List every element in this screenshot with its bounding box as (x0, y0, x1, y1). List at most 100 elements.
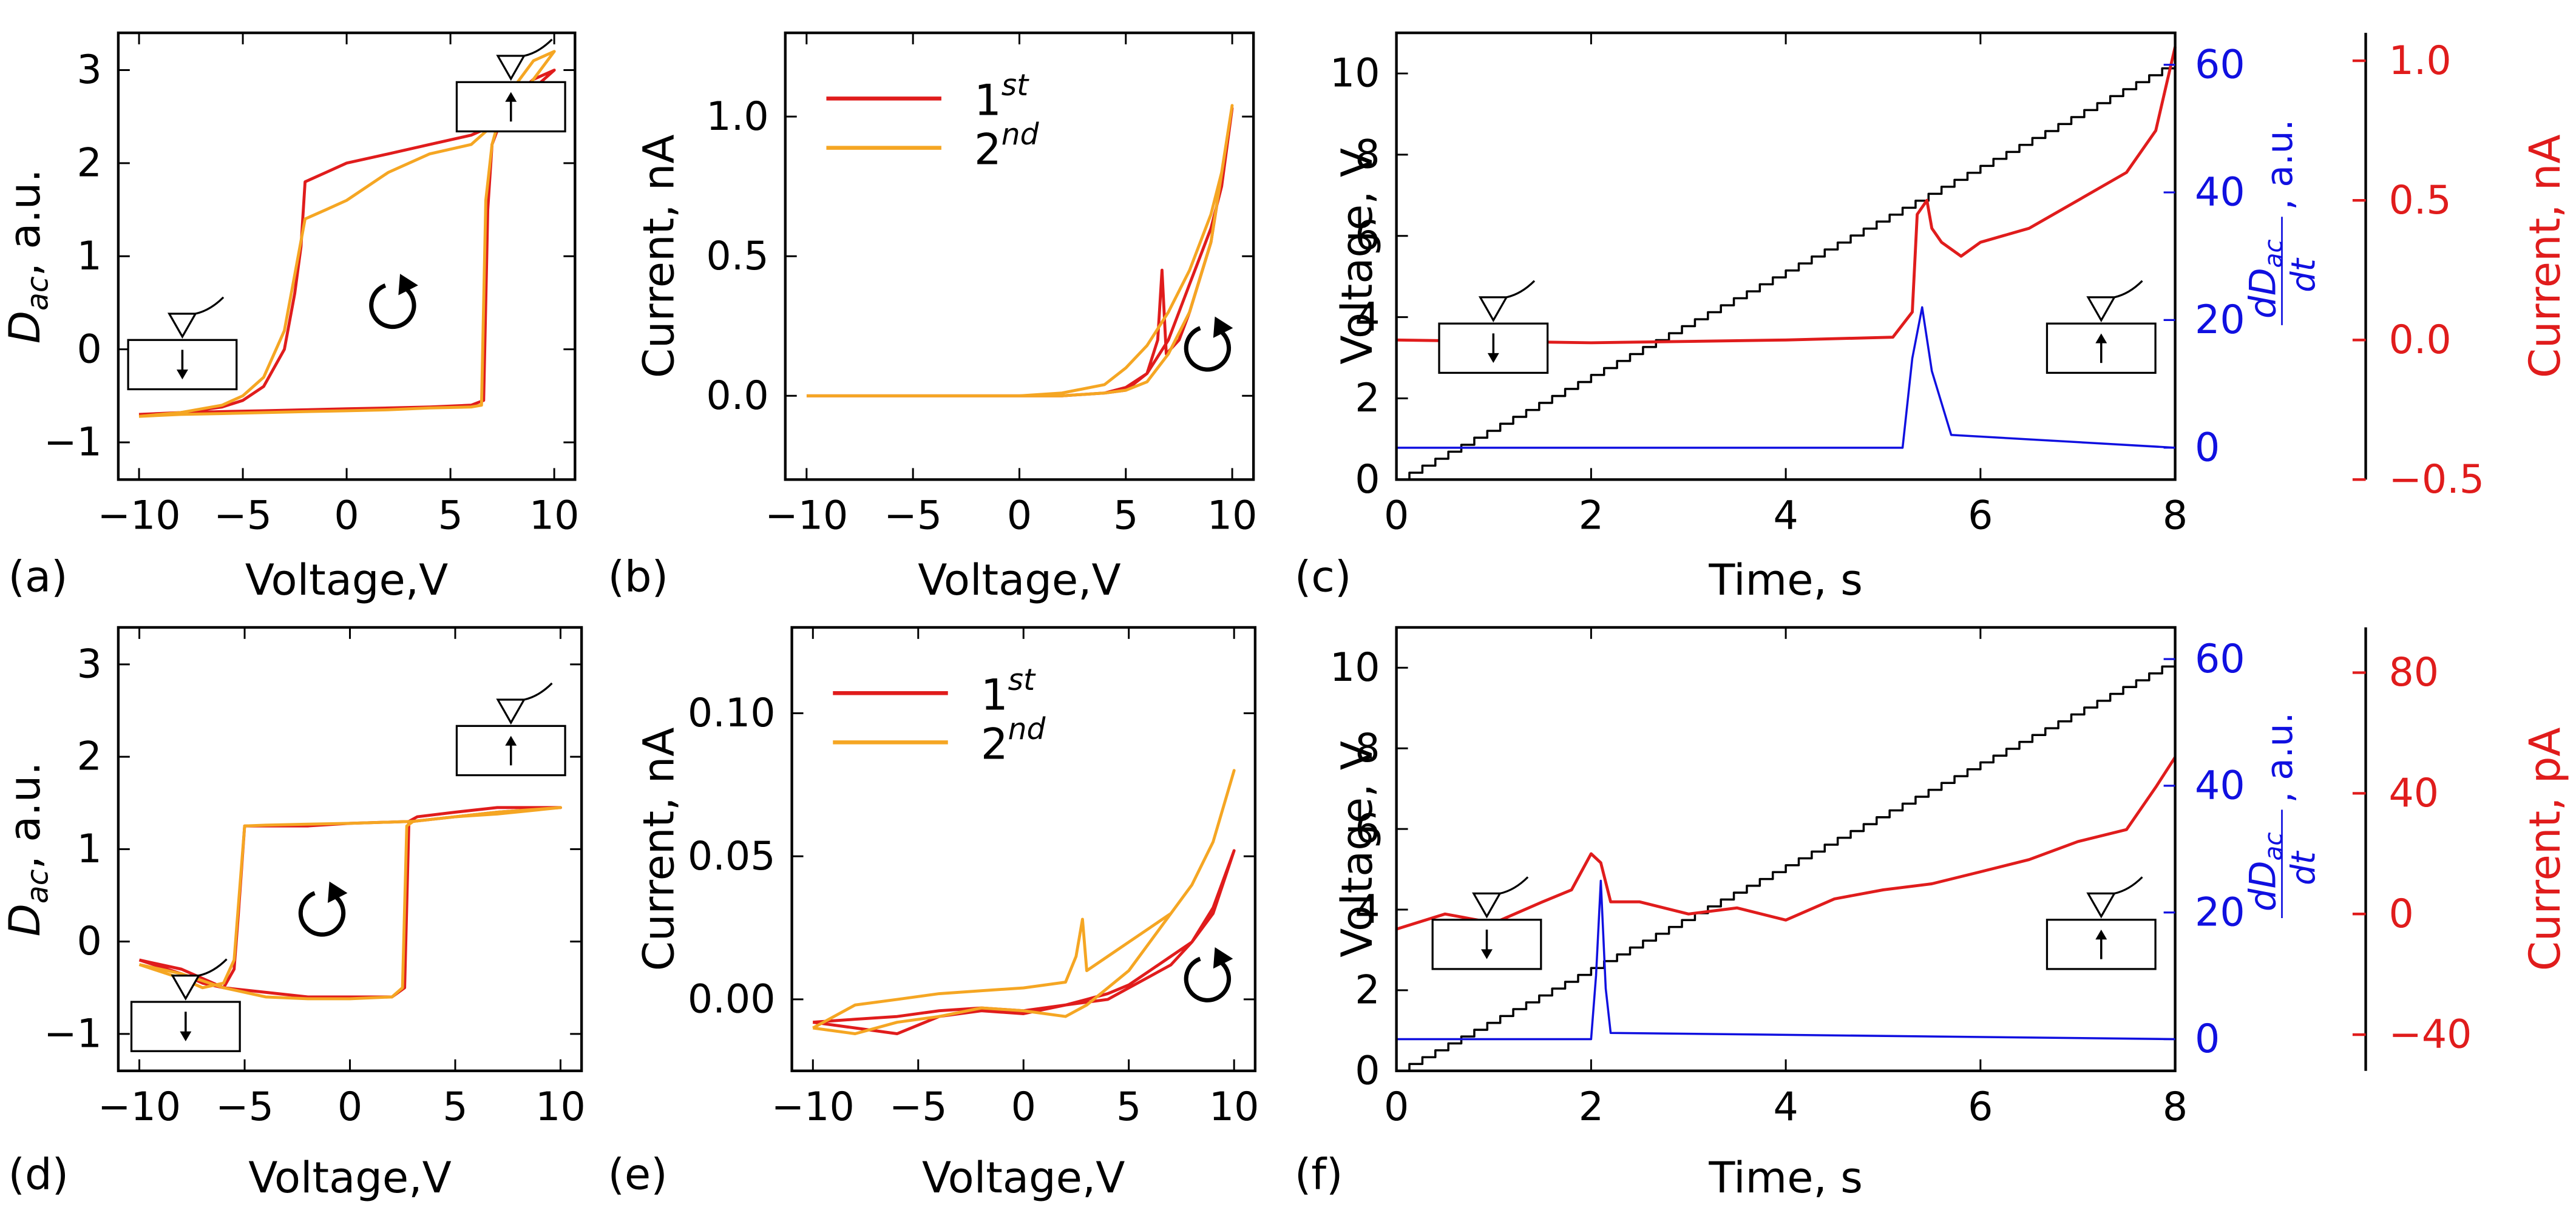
tip-icon (1472, 892, 1502, 919)
series-line-2nd (806, 104, 1234, 397)
y3-tick-label: 0.5 (2388, 178, 2451, 223)
arrow-up-head-icon (2095, 929, 2107, 940)
y-axis-label-sub: ac (21, 869, 55, 904)
y3-axis-label: Current, pA (2520, 727, 2570, 971)
x-tick-label: 6 (1968, 1084, 1993, 1130)
tip-icon (2086, 892, 2117, 919)
y-tick-label: 2 (76, 734, 101, 780)
x-tick-label: 4 (1773, 1084, 1798, 1130)
inset-tip-diagram-5-0 (1431, 876, 1542, 970)
y2-label-num: dD (2243, 861, 2285, 912)
cantilever-icon (198, 958, 228, 977)
y-axis-label-main: D (0, 904, 50, 936)
y-tick-label: 4 (1355, 887, 1380, 933)
inset-tip-diagram-2-1 (2046, 280, 2157, 374)
y-tick-label: −1 (44, 1011, 102, 1056)
y-axis-label: Dac, a.u. (0, 169, 55, 343)
arrow-down-head-icon (180, 1031, 192, 1042)
y2-label-den: dt (2285, 257, 2323, 292)
inset-tip-diagram-3-0 (130, 958, 241, 1052)
y-tick-label: 8 (1355, 132, 1380, 178)
panel-label: (a) (8, 552, 68, 601)
inset-tip-diagram-3-1 (455, 682, 566, 777)
series-line-voltage-ramp (1396, 659, 2177, 1072)
inset-tip-diagram-0-1 (455, 38, 566, 133)
y2-tick-label: 60 (2195, 637, 2245, 682)
rotation-direction-icon-4 (1184, 947, 1233, 1002)
x-axis-label: Voltage,V (918, 555, 1120, 605)
tip-icon (167, 313, 197, 339)
y2-label-sub: ac (2259, 832, 2288, 860)
x-tick-label: −5 (889, 1084, 947, 1130)
y-axis-label: Voltage, V (1332, 148, 1382, 365)
rotation-direction-icon-3 (298, 881, 348, 937)
legend-entry: 2nd (981, 712, 1046, 769)
series-line-2nd (138, 806, 562, 1001)
inset-tip-diagram-2-0 (1438, 280, 1549, 374)
cantilever-icon (195, 296, 225, 315)
arrow-up-head-icon (2095, 333, 2107, 343)
y-tick-label: 6 (1355, 213, 1380, 259)
x-tick-label: 2 (1579, 1084, 1604, 1130)
y-axis-label: Current, nA (634, 727, 684, 971)
series-line-current (1396, 46, 2177, 345)
panel-label: (d) (8, 1150, 69, 1200)
y-tick-label: 0.0 (706, 373, 768, 419)
y2-label-num: dD (2243, 268, 2285, 319)
x-tick-label: 8 (2163, 493, 2188, 539)
series-line-2nd (812, 769, 1236, 1035)
x-tick-label: −5 (214, 493, 272, 539)
legend-sup: st (1008, 663, 1036, 697)
inset-tip-diagram-0-0 (127, 296, 238, 391)
x-tick-label: −10 (98, 493, 181, 539)
arrow-down-head-icon (1481, 949, 1493, 959)
y2-axis-label: dDac (2243, 239, 2288, 319)
y2-axis-label-rest: , a.u. (2259, 120, 2301, 211)
x-tick-label: 2 (1579, 493, 1604, 539)
y-tick-label: 4 (1355, 294, 1380, 340)
x-tick-label: 10 (1209, 1084, 1259, 1130)
x-tick-label: 0 (1011, 1084, 1036, 1130)
panel-1: −10 −5 0 5 10 0.0 0.5 1.0 Voltage,V (b) Current, n… (608, 31, 1257, 605)
x-tick-label: 0 (334, 493, 359, 539)
x-tick-label: 0 (1384, 1084, 1409, 1130)
rotation-direction-icon-1 (1184, 316, 1233, 372)
tip-icon (171, 975, 201, 1001)
tip-icon (496, 698, 526, 725)
legend-entry: 2nd (974, 118, 1040, 174)
cantilever-icon (524, 38, 553, 57)
x-tick-label: −10 (771, 1084, 855, 1130)
cantilever-icon (524, 682, 553, 701)
panel-label: (f) (1295, 1150, 1343, 1200)
legend-entry: 1st (981, 663, 1036, 720)
y-tick-label: 2 (1355, 968, 1380, 1013)
x-tick-label: 5 (1116, 1084, 1141, 1130)
y3-tick-label: 80 (2388, 650, 2439, 695)
y-tick-label: 6 (1355, 806, 1380, 852)
x-axis-label: Voltage,V (248, 1153, 451, 1203)
x-tick-label: 5 (442, 1084, 467, 1130)
y2-axis-label-rest: , a.u. (2259, 712, 2301, 803)
legend-sup: nd (1002, 118, 1040, 152)
plot-frame (1395, 31, 2177, 481)
panel-label: (b) (608, 552, 668, 601)
y-tick-label: 3 (76, 641, 101, 687)
y-tick-label: 0 (1355, 1048, 1380, 1093)
y-tick-label: −1 (44, 420, 102, 465)
y2-label-den: dt (2285, 851, 2323, 885)
series-line-2nd (138, 50, 556, 418)
cantilever-icon (2114, 280, 2143, 299)
y-tick-label: 10 (1330, 645, 1380, 691)
tip-icon (1478, 296, 1508, 323)
y2-tick-label: 0 (2195, 1016, 2220, 1062)
arrow-up-head-icon (505, 735, 517, 746)
y-tick-label: 0.5 (706, 234, 768, 279)
x-axis-label: Voltage,V (922, 1153, 1125, 1203)
y-axis-label-main: D (0, 311, 50, 343)
x-tick-label: 8 (2163, 1084, 2188, 1130)
